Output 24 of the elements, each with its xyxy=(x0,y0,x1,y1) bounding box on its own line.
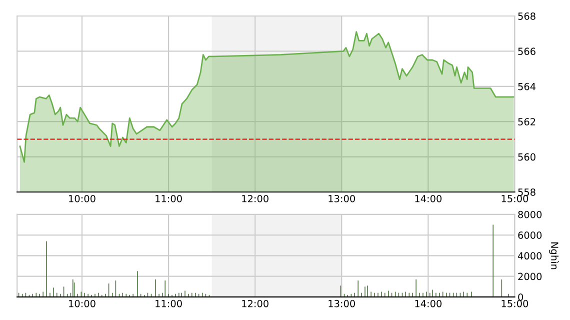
x-tick-label: 14:00 xyxy=(415,300,442,308)
x-tick-label: 10:00 xyxy=(69,300,96,308)
y-tick-label: 560 xyxy=(518,153,536,161)
x-tick-label: 15:00 xyxy=(502,194,528,202)
x-tick-label: 11:00 xyxy=(156,300,182,308)
y-tick-label: 4000 xyxy=(518,252,542,260)
x-tick-label: 13:00 xyxy=(328,194,355,202)
y-axis-title: Nghìn xyxy=(549,242,559,270)
x-tick-label: 12:00 xyxy=(242,300,268,308)
y-tick-label: 566 xyxy=(518,48,536,56)
x-tick-label: 14:00 xyxy=(415,194,442,202)
x-tick-label: 10:00 xyxy=(69,194,96,202)
y-tick-label: 558 xyxy=(518,188,536,196)
y-tick-label: 8000 xyxy=(518,210,542,218)
y-tick-label: 568 xyxy=(518,12,536,20)
y-tick-label: 0 xyxy=(518,293,524,301)
x-tick-label: 15:00 xyxy=(502,300,528,308)
y-tick-label: 562 xyxy=(518,118,536,126)
x-tick-label: 13:00 xyxy=(328,300,355,308)
x-tick-label: 11:00 xyxy=(156,194,182,202)
y-tick-label: 564 xyxy=(518,82,536,90)
y-tick-label: 2000 xyxy=(518,272,542,280)
x-tick-label: 12:00 xyxy=(242,194,268,202)
y-tick-label: 6000 xyxy=(518,232,542,239)
